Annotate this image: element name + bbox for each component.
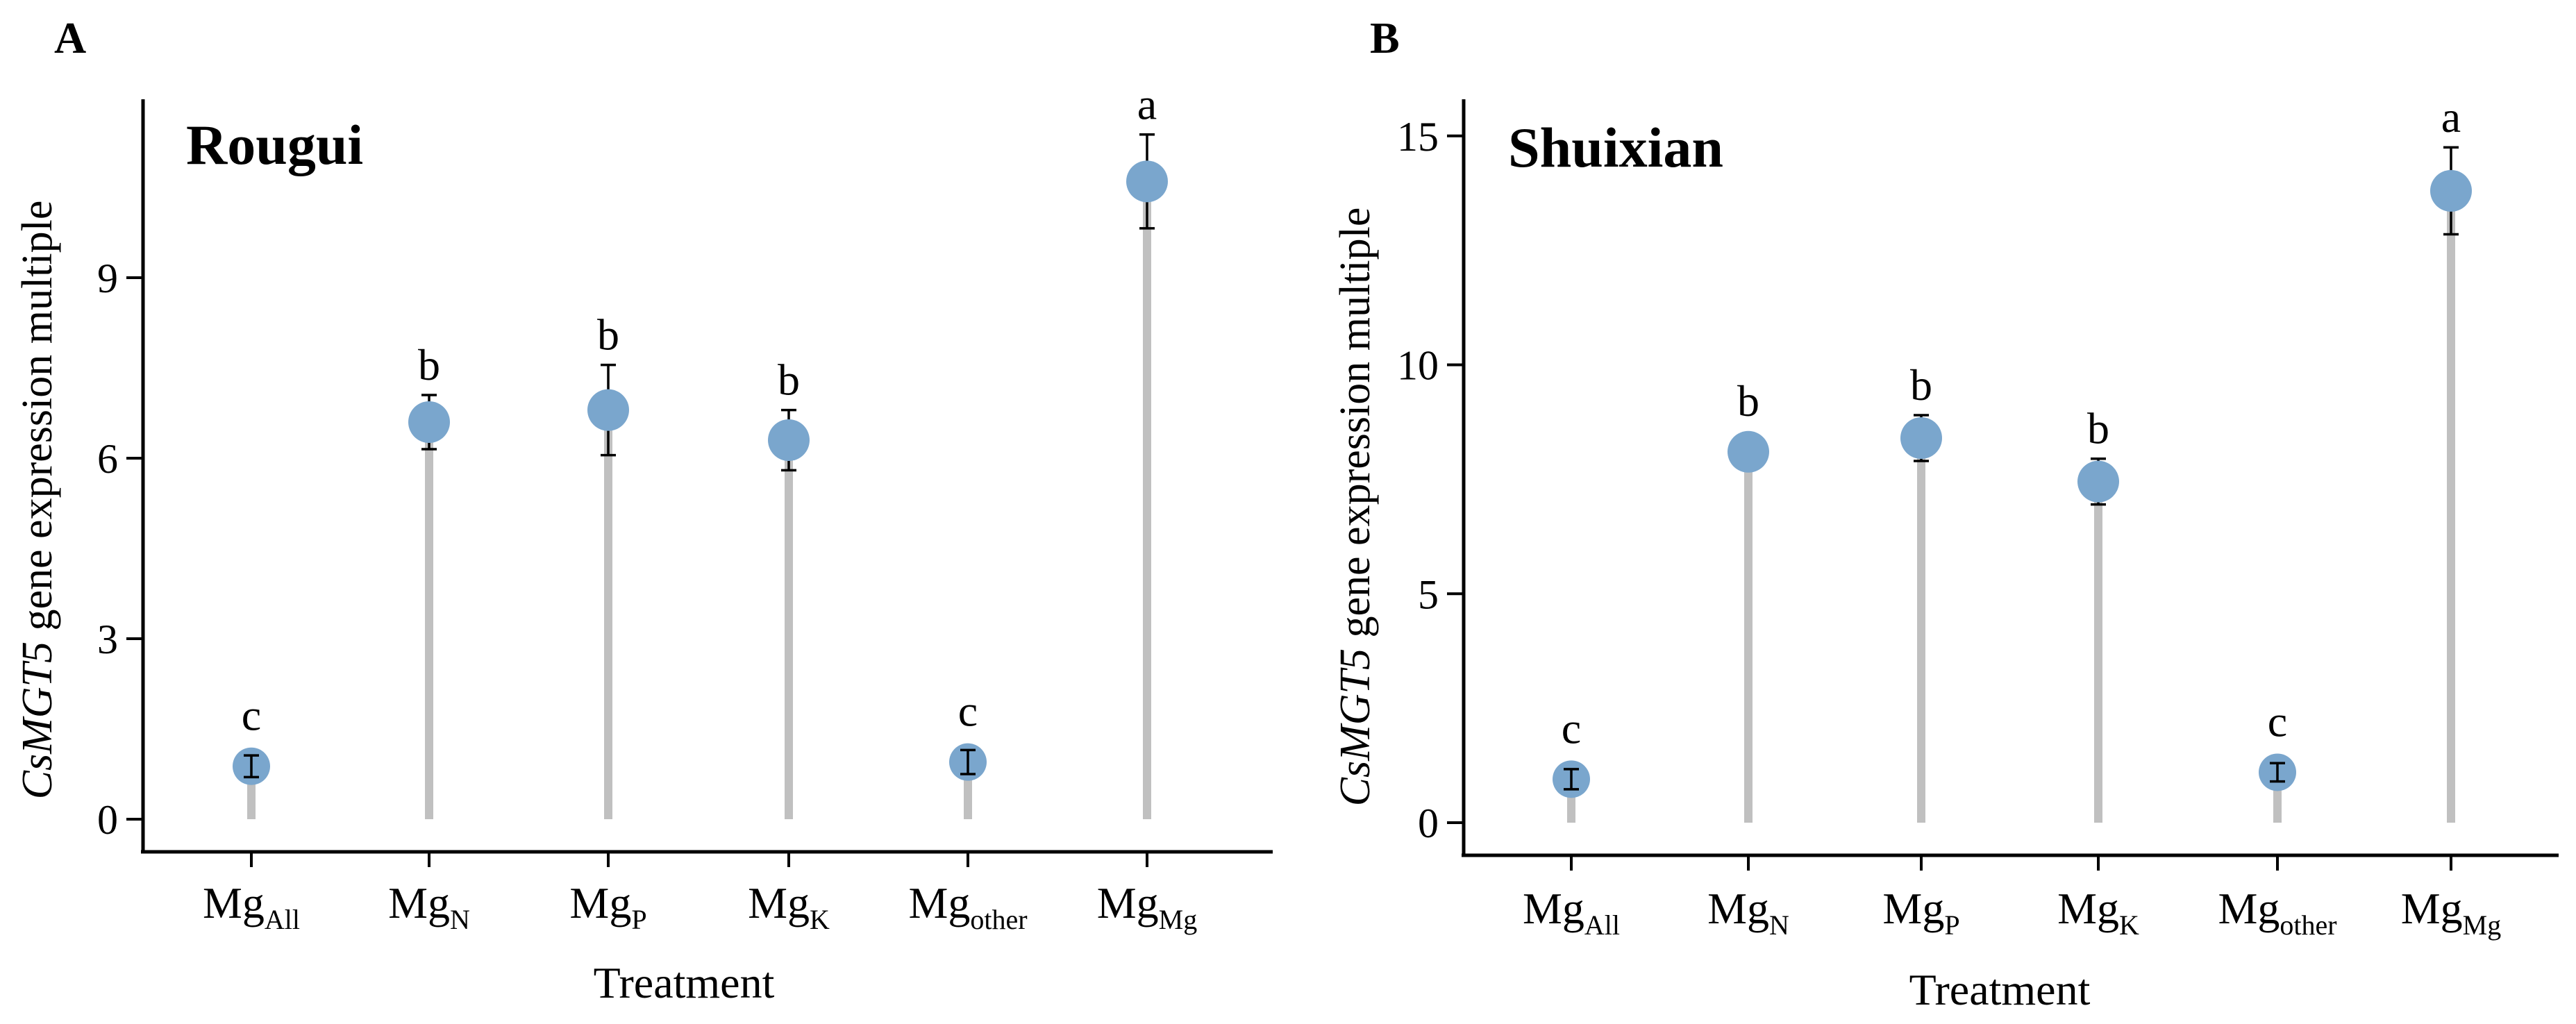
y-tick-label: 10 [1397, 343, 1439, 389]
y-tick-label: 9 [97, 255, 118, 301]
x-tick-label-base: Mg [2057, 884, 2119, 933]
data-point [768, 419, 810, 461]
x-tick-label: MgN [1707, 884, 1789, 941]
x-tick-label: MgP [569, 878, 646, 935]
data-point [2077, 460, 2119, 503]
x-tick-label-base: Mg [748, 878, 810, 928]
panel-a: A Rougui CsMGT5 gene expression multiple… [14, 13, 1273, 1007]
x-tick-label: MgMg [1097, 878, 1197, 935]
x-tick-label-subscript: K [810, 904, 830, 935]
x-tick-label-base: Mg [1882, 884, 1944, 933]
significance-letter: b [2087, 404, 2109, 453]
significance-letter: c [1562, 703, 1581, 753]
significance-letter: a [2441, 92, 2461, 142]
y-tick-label: 0 [97, 797, 118, 843]
data-point [1728, 430, 1769, 473]
significance-letter: c [2268, 696, 2287, 746]
x-tick-label-subscript: All [265, 904, 300, 935]
x-tick-label-subscript: N [450, 904, 470, 935]
y-axis-label: CsMGT5 gene expression multiple [14, 201, 61, 800]
panel-label: A [54, 13, 86, 62]
y-tick-label: 0 [1418, 800, 1439, 846]
significance-letter: b [418, 340, 440, 389]
y-tick-label: 5 [1418, 571, 1439, 617]
significance-letter: b [597, 310, 619, 360]
x-axis-label: Treatment [594, 958, 775, 1007]
significance-letter: b [1737, 376, 1759, 426]
x-tick-label-subscript: other [2280, 909, 2336, 941]
significance-letter: b [1910, 360, 1932, 410]
significance-letter: c [958, 687, 978, 736]
data-point [2430, 169, 2472, 212]
x-tick-label: MgP [1882, 884, 1959, 941]
x-tick-label-subscript: All [1584, 909, 1620, 941]
x-tick-label-base: Mg [203, 878, 265, 928]
data-point [587, 389, 629, 431]
panel-b: B Shuixian CsMGT5 gene expression multip… [1332, 13, 2559, 1014]
x-tick-label: Mgother [908, 878, 1027, 935]
y-tick-label: 3 [97, 616, 118, 662]
y-axis-label-gene: CsMGT5 [1332, 648, 1379, 806]
data-point [408, 401, 450, 443]
x-tick-label-base: Mg [2218, 884, 2280, 933]
data-point [1126, 160, 1168, 203]
y-axis-label: CsMGT5 gene expression multiple [1332, 208, 1379, 807]
x-tick-label: MgN [388, 878, 470, 935]
x-tick-label-base: Mg [1707, 884, 1769, 933]
y-axis-label-rest: gene expression multiple [14, 201, 61, 641]
panel-label: B [1370, 13, 1400, 62]
x-axis-label: Treatment [1909, 965, 2091, 1014]
x-tick-label-subscript: other [970, 904, 1027, 935]
significance-letter: a [1137, 80, 1157, 129]
x-tick-label: Mgother [2218, 884, 2336, 941]
y-tick-label: 6 [97, 436, 118, 482]
data-point [1900, 417, 1942, 460]
x-tick-label: MgK [748, 878, 830, 935]
x-tick-label-subscript: P [1944, 909, 1959, 941]
x-tick-label: MgK [2057, 884, 2139, 941]
x-tick-label: MgAll [1523, 884, 1620, 941]
x-tick-label-base: Mg [388, 878, 450, 928]
significance-letter: b [778, 355, 800, 405]
x-tick-label-subscript: Mg [1159, 904, 1198, 935]
x-tick-label-subscript: Mg [2463, 909, 2502, 941]
y-axis-label-gene: CsMGT5 [14, 641, 61, 799]
x-tick-label-base: Mg [569, 878, 631, 928]
x-tick-label-base: Mg [1523, 884, 1584, 933]
x-tick-label-subscript: K [2119, 909, 2139, 941]
x-tick-label-base: Mg [2401, 884, 2463, 933]
x-tick-label-subscript: P [631, 904, 646, 935]
x-tick-label: MgAll [203, 878, 300, 935]
chart-title: Rougui [186, 113, 363, 176]
x-tick-label-base: Mg [1097, 878, 1159, 928]
significance-letter: c [242, 691, 261, 740]
x-tick-label-subscript: N [1769, 909, 1789, 941]
y-axis-label-rest: gene expression multiple [1332, 208, 1379, 648]
x-tick-label: MgMg [2401, 884, 2501, 941]
x-tick-label-base: Mg [908, 878, 970, 928]
chart-title: Shuixian [1508, 116, 1723, 179]
y-tick-label: 15 [1397, 114, 1439, 160]
